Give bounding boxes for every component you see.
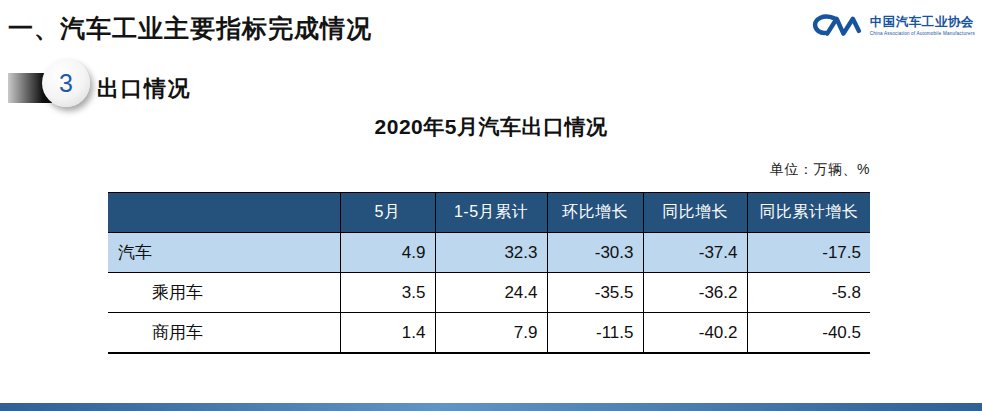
col-header-may: 5月: [340, 193, 435, 233]
export-data-table: 5月 1-5月累计 环比增长 同比增长 同比累计增长 汽车 4.9 32.3 -…: [108, 192, 870, 354]
cell-value: 24.4: [435, 273, 547, 313]
cell-value: -11.5: [547, 313, 643, 354]
section-number: 3: [59, 69, 73, 98]
cell-value: -40.2: [643, 313, 747, 354]
cell-value: 1.4: [340, 313, 435, 354]
caam-name-cn: 中国汽车工业协会: [870, 15, 975, 31]
caam-logo-icon: [811, 9, 865, 42]
table-header-row: 5月 1-5月累计 环比增长 同比增长 同比累计增长: [108, 193, 870, 233]
section-label: 出口情况: [97, 74, 191, 104]
cell-value: -35.5: [547, 273, 643, 313]
section-number-badge: 3: [42, 59, 90, 107]
col-header-cumulative: 1-5月累计: [435, 193, 547, 233]
cell-value: 4.9: [340, 233, 435, 273]
unit-note: 单位：万辆、%: [108, 161, 870, 179]
table-row-commercial-vehicles: 商用车 1.4 7.9 -11.5 -40.2 -40.5: [108, 313, 870, 354]
cell-value: -37.4: [643, 233, 747, 273]
slide-footer-bar: [0, 403, 982, 411]
cell-value: 7.9: [435, 313, 547, 354]
row-label: 商用车: [108, 313, 340, 354]
row-label: 乘用车: [108, 273, 340, 313]
table-row-autos: 汽车 4.9 32.3 -30.3 -37.4 -17.5: [108, 233, 870, 273]
cell-value: -5.8: [747, 273, 870, 313]
cell-value: -17.5: [747, 233, 870, 273]
col-header-blank: [108, 193, 340, 233]
caam-name-en: China Association of Automobile Manufact…: [870, 31, 975, 36]
table-row-passenger-vehicles: 乘用车 3.5 24.4 -35.5 -36.2 -5.8: [108, 273, 870, 313]
cell-value: 3.5: [340, 273, 435, 313]
col-header-mom-growth: 环比增长: [547, 193, 643, 233]
cell-value: 32.3: [435, 233, 547, 273]
col-header-yoy-growth: 同比增长: [643, 193, 747, 233]
caam-logo-text: 中国汽车工业协会 China Association of Automobile…: [870, 15, 975, 36]
table-title: 2020年5月汽车出口情况: [0, 113, 982, 141]
caam-logo: 中国汽车工业协会 China Association of Automobile…: [811, 9, 975, 42]
cell-value: -36.2: [643, 273, 747, 313]
col-header-yoy-cum-growth: 同比累计增长: [747, 193, 870, 233]
cell-value: -40.5: [747, 313, 870, 354]
cell-value: -30.3: [547, 233, 643, 273]
row-label: 汽车: [108, 233, 340, 273]
page-title: 一、汽车工业主要指标完成情况: [8, 12, 372, 45]
